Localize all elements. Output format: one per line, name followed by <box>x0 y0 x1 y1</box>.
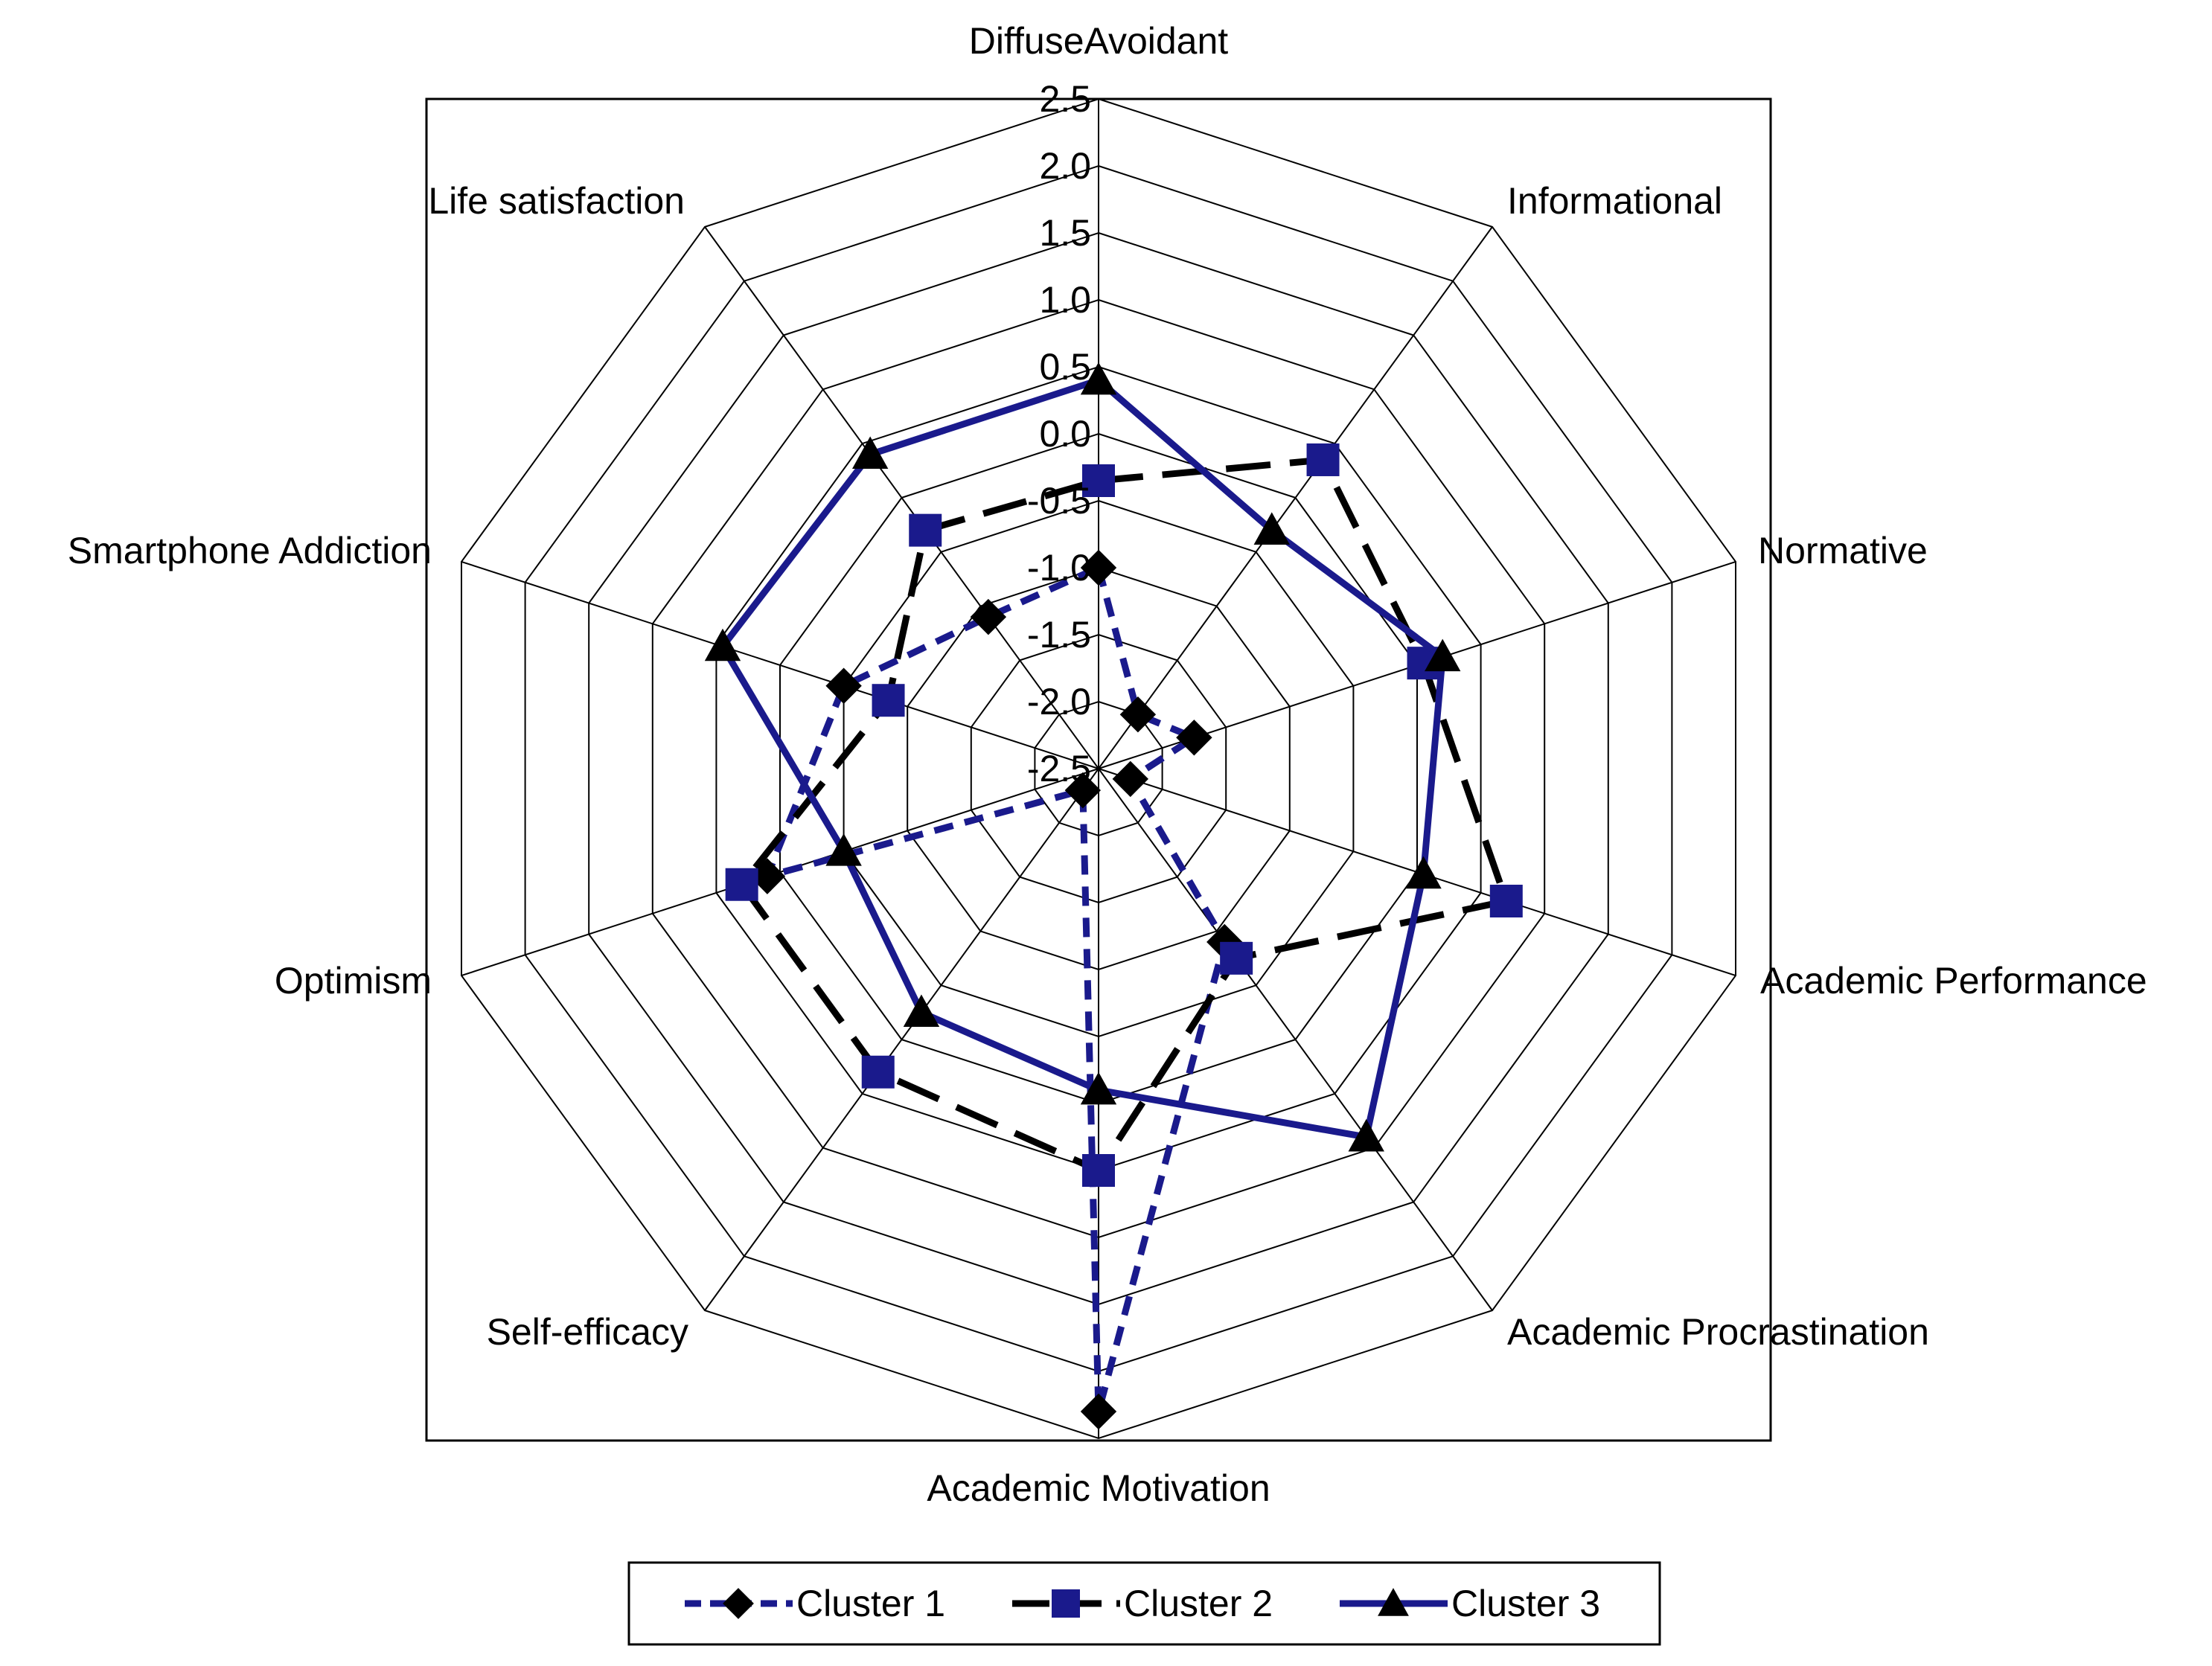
data-point-triangle <box>1080 1071 1117 1105</box>
data-point-diamond <box>1064 772 1102 809</box>
data-point-triangle <box>1080 362 1117 395</box>
data-point-diamond <box>1119 696 1157 733</box>
tick-label: -1.5 <box>1027 614 1091 656</box>
series-3 <box>704 362 1461 1152</box>
series-2 <box>725 443 1523 1187</box>
legend-item: Cluster 3 <box>1340 1583 1600 1624</box>
series-layer <box>704 362 1523 1430</box>
data-point-triangle <box>1253 512 1290 545</box>
data-point-square <box>861 1055 895 1089</box>
axis-label: Life satisfaction <box>428 180 685 222</box>
tick-label: 0.0 <box>1039 413 1091 455</box>
axis-label: DiffuseAvoidant <box>969 20 1228 62</box>
data-point-square <box>1052 1589 1080 1618</box>
legend-box <box>627 1561 1661 1646</box>
axis-spoke <box>1098 768 1493 1311</box>
axis-label: Self-efficacy <box>487 1311 688 1353</box>
axis-labels: DiffuseAvoidant Informational Normative Aca… <box>68 20 2147 1509</box>
tick-label: 1.5 <box>1039 212 1091 254</box>
axis-spoke <box>704 226 1099 769</box>
series-line <box>738 456 1510 1174</box>
tick-label: -2.0 <box>1027 681 1091 723</box>
tick-label: -2.5 <box>1027 748 1091 789</box>
data-point-diamond <box>1112 760 1148 798</box>
data-point-square <box>1306 443 1340 476</box>
axis-label: Normative <box>1758 530 1928 571</box>
axis-spoke <box>1098 226 1493 769</box>
tick-label: 2.5 <box>1039 78 1091 120</box>
legend: Cluster 1 Cluster 2 Cluster 3 <box>627 1561 1661 1646</box>
data-point-square <box>725 868 758 901</box>
data-point-square <box>872 684 905 717</box>
data-point-diamond <box>723 1588 754 1619</box>
data-point-triangle <box>1425 638 1461 672</box>
data-point-diamond <box>1176 720 1212 756</box>
data-point-triangle <box>1378 1588 1409 1616</box>
tick-label: -0.5 <box>1027 480 1091 522</box>
tick-label: -1.0 <box>1027 547 1091 589</box>
tick-label: 1.0 <box>1039 279 1091 321</box>
data-point-triangle <box>851 436 889 470</box>
data-point-square <box>1489 884 1523 917</box>
axis-label: Academic Performance <box>1760 960 2147 1002</box>
axis-label: Academic Motivation <box>927 1467 1270 1509</box>
legend-label: Cluster 2 <box>1124 1583 1273 1624</box>
axis-label: Optimism <box>275 960 432 1002</box>
data-point-diamond <box>1080 1393 1117 1430</box>
data-point-diamond <box>1080 549 1117 586</box>
legend-label: Cluster 1 <box>796 1583 945 1624</box>
data-point-square <box>1220 941 1253 975</box>
axis-label: Informational <box>1507 180 1722 222</box>
data-point-square <box>1082 1154 1115 1187</box>
data-point-triangle <box>1405 856 1442 889</box>
series-line <box>764 564 1228 1415</box>
axis-spoke <box>704 768 1099 1311</box>
tick-labels: -2.5 -2.0 -1.5 -1.0 -0.5 0.0 0.5 1.0 1.5 2.0 2.5 <box>1027 78 1091 789</box>
data-point-square <box>1082 464 1115 497</box>
axis-spoke <box>461 560 1099 769</box>
axis-label: Academic Procrastination <box>1507 1311 1929 1353</box>
axis-label: Smartphone Addiction <box>68 530 432 571</box>
legend-item: Cluster 1 <box>685 1583 945 1624</box>
data-point-diamond <box>970 598 1007 635</box>
data-point-triangle <box>903 994 940 1028</box>
tick-label: 2.0 <box>1039 145 1091 187</box>
data-point-triangle <box>1348 1118 1384 1152</box>
data-point-square <box>909 513 942 547</box>
radar-grid <box>461 97 1736 1440</box>
data-point-triangle <box>825 833 862 866</box>
series-1 <box>749 549 1243 1430</box>
legend-item: Cluster 2 <box>1012 1583 1273 1624</box>
data-point-diamond <box>825 667 862 704</box>
data-point-diamond <box>749 858 786 894</box>
legend-label: Cluster 3 <box>1451 1583 1600 1624</box>
tick-label: 0.5 <box>1039 346 1091 388</box>
data-point-triangle <box>704 628 741 661</box>
